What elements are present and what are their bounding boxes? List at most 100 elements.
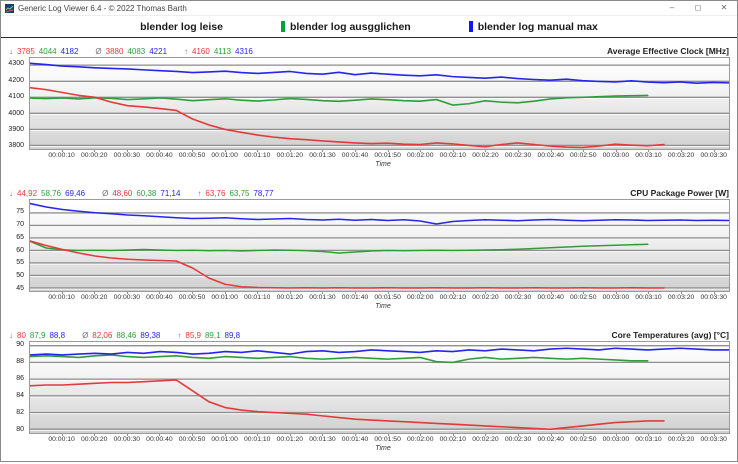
- series-line-red: [30, 241, 664, 288]
- y-axis-tick-label: 65: [16, 233, 24, 241]
- y-axis-tick-label: 75: [16, 208, 24, 216]
- stat-group-min: ↓ 44,92 58,76 69,46: [9, 189, 89, 198]
- avg-symbol: Ø: [82, 331, 89, 340]
- x-axis-tick: [61, 292, 63, 294]
- x-axis: 00:00:10 00:00:20 00:00:30 00:00:40 00:00:50…: [29, 292, 730, 303]
- x-axis-tick-label: 00:00:10: [48, 152, 75, 159]
- x-axis-tick-label: 00:01:20: [276, 152, 304, 159]
- close-button[interactable]: ✕: [720, 3, 728, 12]
- stat-value: 4044: [38, 47, 57, 56]
- minimize-button[interactable]: –: [669, 3, 675, 12]
- avg-symbol: Ø: [95, 47, 102, 56]
- stat-value: 4083: [127, 47, 146, 56]
- stat-group-min: ↓ 80 87,9 88,8: [9, 331, 69, 340]
- y-axis-tick-label: 4000: [8, 109, 24, 117]
- x-axis-tick: [289, 150, 291, 152]
- x-axis-tick: [192, 150, 194, 152]
- legend-item-3[interactable]: blender log manual max: [468, 21, 598, 33]
- stat-value: 89,38: [140, 331, 161, 340]
- x-axis-tick-label: 00:02:50: [570, 436, 597, 443]
- time-axis-label: Time: [375, 303, 391, 310]
- stat-value: 44,92: [17, 189, 38, 198]
- x-axis-tick-label: 00:00:50: [178, 436, 206, 443]
- x-axis-tick: [681, 150, 683, 152]
- x-axis-tick-label: 00:00:40: [146, 436, 173, 443]
- x-axis-tick: [583, 150, 585, 152]
- stat-group-max: ↑ 4160 4113 4316: [184, 47, 257, 56]
- x-axis-tick-label: 00:03:20: [667, 152, 695, 159]
- x-axis-tick-label: 00:01:30: [309, 436, 336, 443]
- x-axis-tick-label: 00:02:50: [570, 152, 597, 159]
- x-axis-tick: [224, 150, 226, 152]
- plot-area: 75 70 65 60 55 50 45: [16, 199, 730, 292]
- x-axis-tick-label: 00:03:20: [667, 436, 695, 443]
- stat-value: 3880: [105, 47, 124, 56]
- x-axis-tick: [648, 150, 650, 152]
- x-axis-tick: [420, 434, 422, 436]
- max-symbol: ↑: [177, 331, 182, 340]
- x-axis-tick: [355, 292, 357, 294]
- x-axis-tick-label: 00:00:50: [178, 294, 206, 301]
- legend-color-marker: [468, 21, 473, 32]
- stat-value: 85,9: [185, 331, 201, 340]
- x-axis-tick: [322, 434, 324, 436]
- x-axis-tick: [322, 292, 324, 294]
- y-axis: 90 88 86 84 82 80: [1, 341, 27, 434]
- x-axis-tick-label: 00:03:30: [700, 294, 727, 301]
- x-axis-tick: [713, 434, 715, 436]
- x-axis-tick: [61, 434, 63, 436]
- stat-value: 60,38: [136, 189, 157, 198]
- series-line-green: [30, 95, 648, 105]
- x-axis: 00:00:10 00:00:20 00:00:30 00:00:40 00:00:50…: [29, 150, 730, 161]
- x-axis-tick: [257, 150, 259, 152]
- x-axis-tick-label: 00:00:20: [80, 294, 108, 301]
- legend-item-1[interactable]: blender log leise: [140, 21, 223, 33]
- x-axis-tick: [355, 434, 357, 436]
- x-axis-tick-label: 00:02:00: [407, 294, 434, 301]
- x-axis-tick-label: 00:01:00: [211, 294, 238, 301]
- y-axis-tick-label: 80: [16, 426, 24, 434]
- app-icon: [5, 3, 14, 13]
- x-axis-tick: [452, 434, 454, 436]
- chart-title: Average Effective Clock [MHz]: [606, 46, 729, 56]
- x-axis-tick: [387, 292, 389, 294]
- series-line-red: [30, 88, 664, 148]
- y-axis-tick-label: 4100: [8, 93, 24, 101]
- x-axis-tick: [257, 292, 259, 294]
- stat-group-avg: Ø 48,60 60,38 71,14: [102, 189, 184, 198]
- x-axis-tick-label: 00:02:40: [537, 294, 564, 301]
- series-line-blue: [30, 348, 729, 355]
- x-axis-tick-label: 00:02:30: [504, 152, 532, 159]
- chart-header: ↓ 3785 4044 4182 Ø 3880 4083 4221 ↑ 4160 4113 4316 …: [1, 38, 737, 56]
- x-axis-tick-label: 00:00:40: [146, 152, 173, 159]
- x-axis-tick-label: 00:00:50: [178, 152, 206, 159]
- x-axis-tick: [192, 292, 194, 294]
- y-axis-tick-label: 60: [16, 246, 24, 254]
- x-axis-tick: [420, 292, 422, 294]
- maximize-button[interactable]: ◻: [694, 3, 702, 12]
- stat-value: 88,46: [116, 331, 137, 340]
- x-axis-tick: [289, 292, 291, 294]
- x-axis-tick: [192, 434, 194, 436]
- y-axis: 75 70 65 60 55 50 45: [1, 199, 27, 292]
- x-axis-tick-label: 00:02:10: [439, 436, 467, 443]
- stat-value: 3785: [17, 47, 35, 56]
- x-axis-tick-label: 00:01:50: [374, 436, 401, 443]
- x-axis-tick-label: 00:03:30: [700, 152, 727, 159]
- x-axis-tick: [485, 292, 487, 294]
- stat-group-min: ↓ 3785 4044 4182: [9, 47, 82, 56]
- x-axis-tick: [94, 292, 96, 294]
- y-axis-tick-label: 3800: [8, 142, 24, 150]
- x-axis-tick: [94, 434, 96, 436]
- x-axis-tick-label: 00:01:40: [341, 294, 369, 301]
- series-line-green: [30, 355, 648, 363]
- stat-value: 80: [17, 331, 26, 340]
- x-axis-tick-label: 00:02:30: [504, 294, 532, 301]
- legend-item-2[interactable]: blender log ausgglichen: [280, 21, 411, 33]
- line-chart: [29, 199, 730, 292]
- stat-value: 4221: [149, 47, 168, 56]
- x-axis-tick-label: 00:03:30: [700, 436, 727, 443]
- x-axis-tick: [681, 434, 683, 436]
- min-symbol: ↓: [9, 47, 13, 56]
- y-axis-tick-label: 4200: [8, 76, 24, 84]
